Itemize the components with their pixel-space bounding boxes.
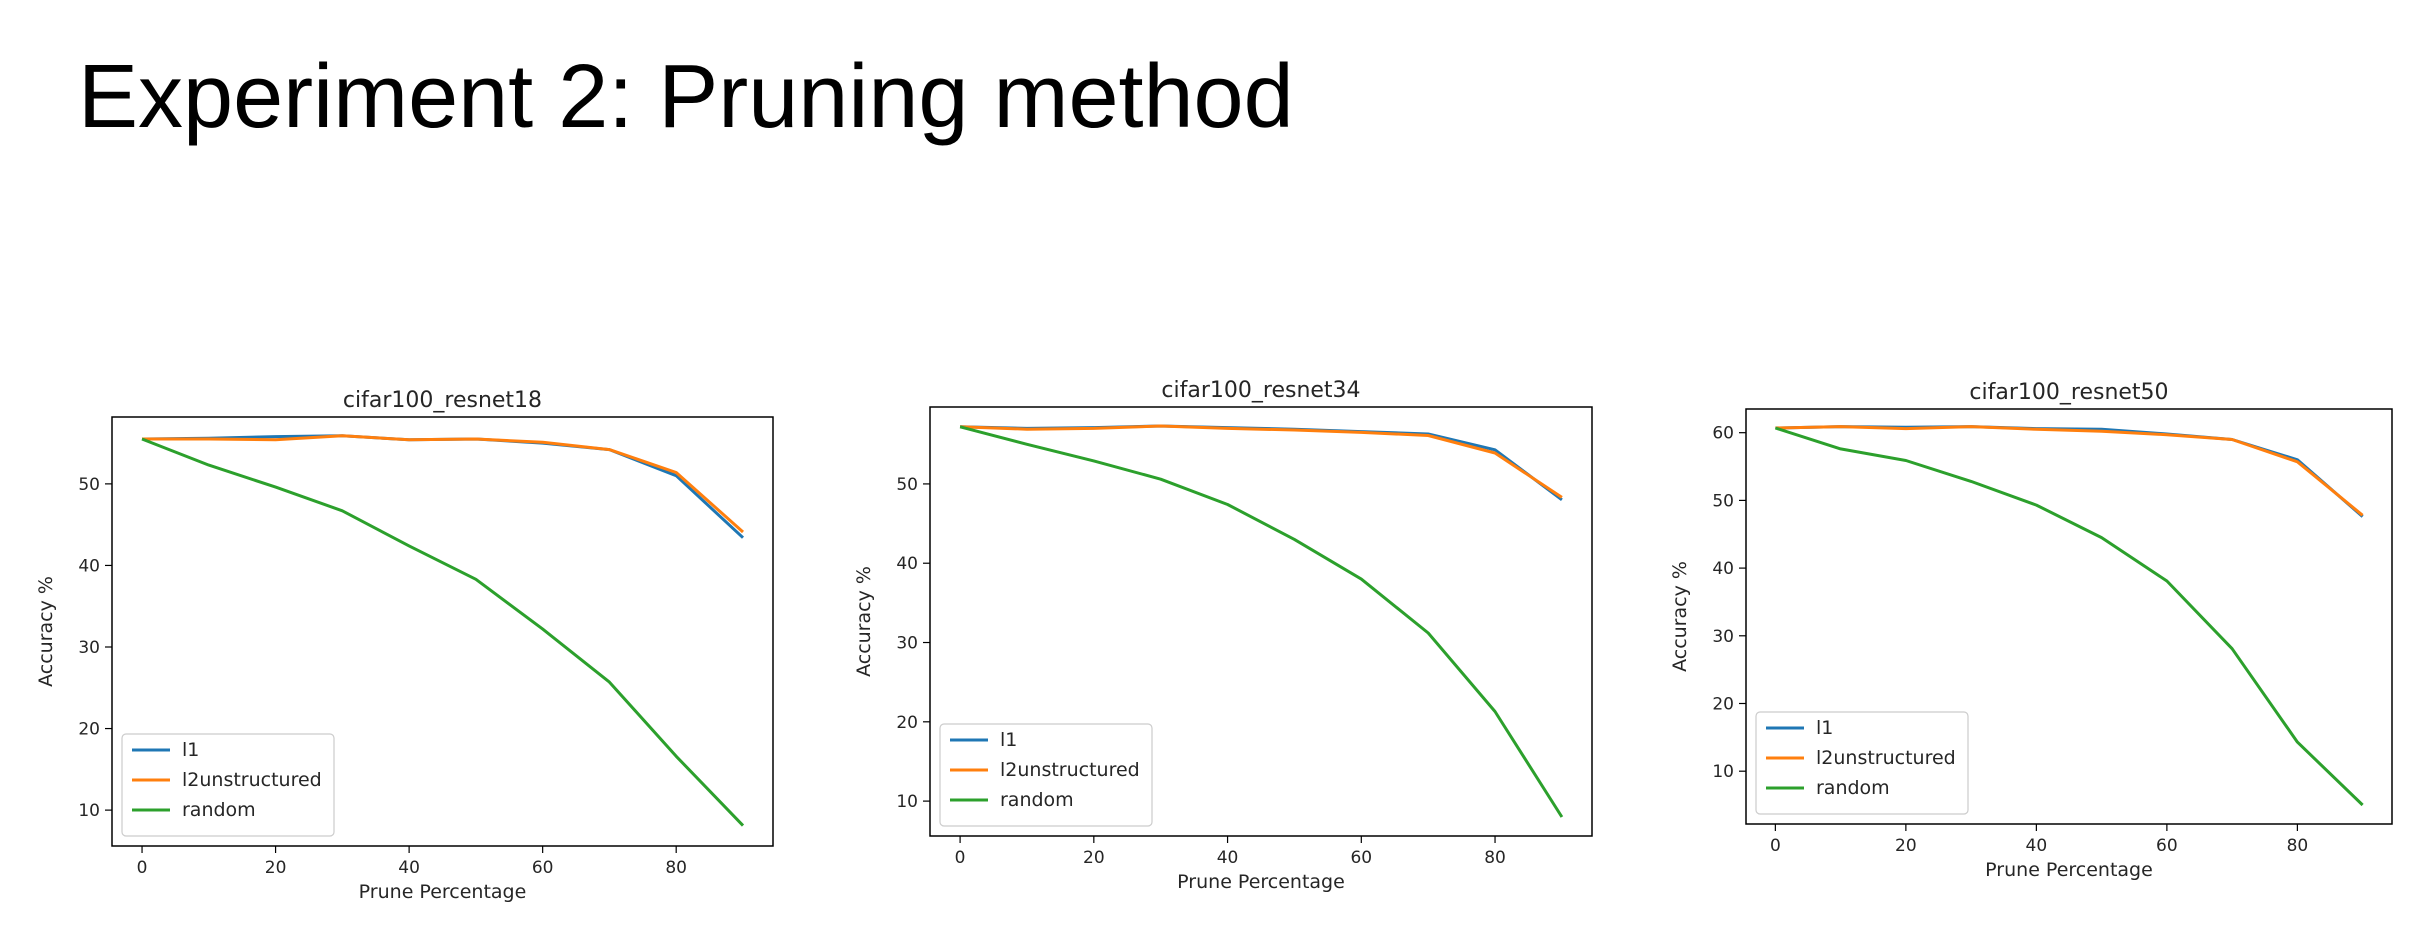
y-axis-label: Accuracy % bbox=[35, 576, 57, 687]
series-line-l1 bbox=[1775, 425, 2364, 518]
y-tick-label: 20 bbox=[78, 720, 100, 740]
plot-frame bbox=[1745, 408, 2393, 825]
y-tick-label: 40 bbox=[78, 556, 100, 576]
x-tick-label: 0 bbox=[1770, 836, 1781, 856]
y-tick-label: 50 bbox=[896, 475, 918, 495]
x-tick-label: 60 bbox=[1350, 848, 1372, 868]
x-tick-label: 40 bbox=[2026, 836, 2048, 856]
series-line-random bbox=[1774, 426, 2364, 807]
x-tick-label: 20 bbox=[1083, 848, 1105, 868]
series-line-random bbox=[959, 425, 1564, 818]
y-tick-label: 10 bbox=[1712, 762, 1734, 782]
chart-resnet18: cifar100_resnet18 0 20 40 60 80 10 20 30 40 50 Prun… bbox=[35, 388, 774, 903]
y-axis-label: Accuracy % bbox=[853, 566, 875, 677]
x-tick-label: 20 bbox=[1895, 836, 1917, 856]
y-tick-label: 50 bbox=[78, 475, 100, 495]
legend-label-random: random bbox=[1816, 777, 1890, 799]
x-tick-label: 20 bbox=[265, 858, 287, 878]
x-tick-label: 40 bbox=[1217, 848, 1239, 868]
x-tick-label: 80 bbox=[1484, 848, 1506, 868]
series-line-random bbox=[141, 437, 745, 827]
slide-title: Experiment 2: Pruning method bbox=[78, 47, 1294, 147]
y-tick-label: 20 bbox=[896, 713, 918, 733]
y-tick-label: 20 bbox=[1712, 694, 1734, 714]
legend-label-l1: l1 bbox=[1816, 717, 1833, 739]
series-line-l1 bbox=[141, 434, 745, 539]
legend-label-l2unstructured: l2unstructured bbox=[1816, 747, 1956, 769]
chart-title: cifar100_resnet50 bbox=[1969, 380, 2168, 405]
legend-box bbox=[1755, 711, 1969, 815]
y-tick-label: 40 bbox=[1712, 559, 1734, 579]
x-tick-label: 40 bbox=[398, 858, 420, 878]
legend-label-random: random bbox=[1000, 789, 1074, 811]
x-tick-label: 80 bbox=[665, 858, 687, 878]
legend-label-l2unstructured: l2unstructured bbox=[182, 769, 322, 791]
legend-label-l1: l1 bbox=[182, 739, 199, 761]
x-tick-label: 60 bbox=[2156, 836, 2178, 856]
y-axis-label: Accuracy % bbox=[1669, 561, 1691, 672]
legend-box bbox=[939, 723, 1153, 827]
y-tick-label: 30 bbox=[78, 638, 100, 658]
x-tick-label: 0 bbox=[955, 848, 966, 868]
series-line-l2unstructured bbox=[960, 424, 1563, 499]
chart-title: cifar100_resnet34 bbox=[1161, 378, 1360, 403]
legend-label-random: random bbox=[182, 799, 256, 821]
y-tick-label: 60 bbox=[1712, 424, 1734, 444]
plot-frame bbox=[111, 416, 774, 847]
series-line-l2unstructured bbox=[1775, 425, 2364, 517]
y-tick-label: 30 bbox=[1712, 627, 1734, 647]
legend-label-l1: l1 bbox=[1000, 729, 1017, 751]
legend-box bbox=[121, 733, 335, 837]
x-axis-label: Prune Percentage bbox=[1177, 871, 1345, 893]
x-tick-label: 60 bbox=[532, 858, 554, 878]
chart-resnet34: cifar100_resnet34 0 20 40 60 80 10 20 30 40 50 Prun… bbox=[853, 378, 1593, 893]
plot-frame bbox=[929, 406, 1593, 837]
y-tick-label: 10 bbox=[78, 801, 100, 821]
chart-title: cifar100_resnet18 bbox=[343, 388, 542, 413]
x-axis-label: Prune Percentage bbox=[1985, 859, 2153, 881]
x-tick-label: 80 bbox=[2287, 836, 2309, 856]
y-tick-label: 40 bbox=[896, 554, 918, 574]
y-tick-label: 50 bbox=[1712, 491, 1734, 511]
series-line-l2unstructured bbox=[142, 434, 744, 534]
y-tick-label: 30 bbox=[896, 634, 918, 654]
x-tick-label: 0 bbox=[137, 858, 148, 878]
series-line-l1 bbox=[960, 424, 1563, 502]
x-axis-label: Prune Percentage bbox=[359, 881, 527, 903]
legend-label-l2unstructured: l2unstructured bbox=[1000, 759, 1140, 781]
y-tick-label: 10 bbox=[896, 792, 918, 812]
